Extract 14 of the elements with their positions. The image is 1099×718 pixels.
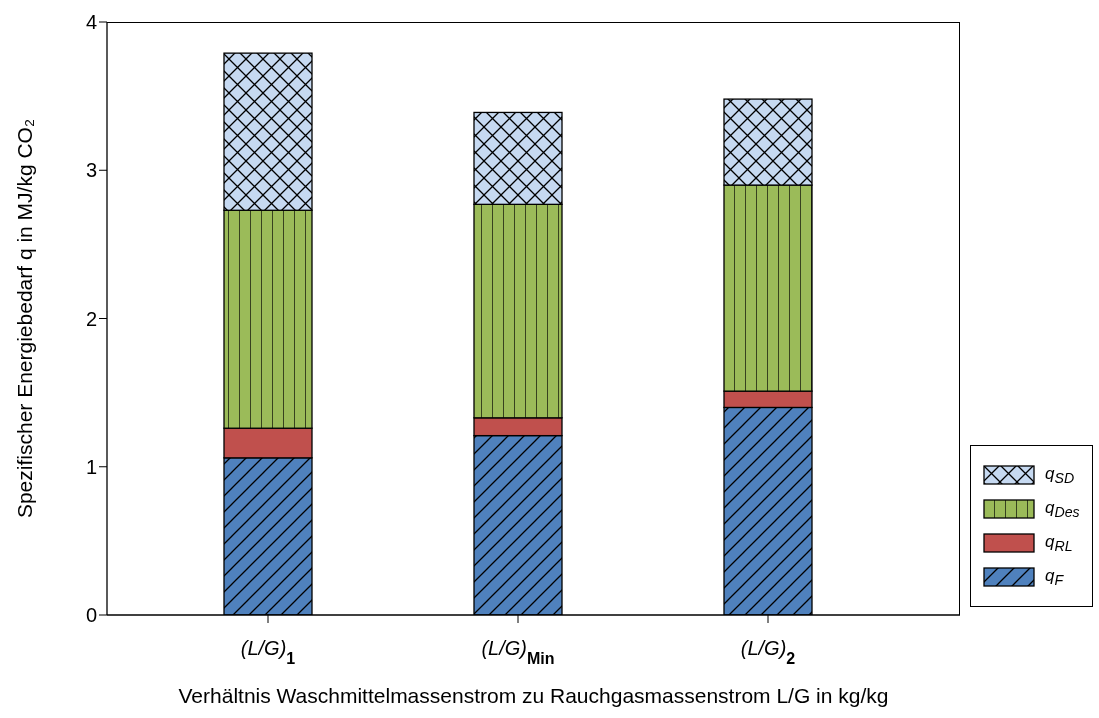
y-tick-label: 2: [85, 307, 97, 330]
legend-label: q$_{F}$: [1045, 565, 1064, 589]
legend-label: q$_{RL}$: [1045, 531, 1073, 555]
y-tick-label: 3: [85, 159, 97, 182]
legend-label: q$_{SD}$: [1045, 463, 1075, 487]
x-tick-label: (L/G)$_{2}$: [740, 637, 796, 667]
x-axis-title: Verhältnis Waschmittelmassenstrom zu Rauchgasmassenstrom L/G in kg/kg: [178, 684, 889, 707]
x-tick-label: (L/G)$_{1}$: [240, 637, 296, 667]
x-tick-label: (L/G)$_{Min}$: [481, 637, 555, 667]
y-axis-title: Spezifischer Energiebedarf q in MJ/kg CO₂: [13, 118, 37, 519]
legend-label: q$_{Des}$: [1045, 497, 1080, 521]
y-tick-label: 0: [85, 604, 97, 627]
y-tick-label: 1: [85, 455, 97, 478]
y-tick-label: 4: [85, 11, 97, 34]
